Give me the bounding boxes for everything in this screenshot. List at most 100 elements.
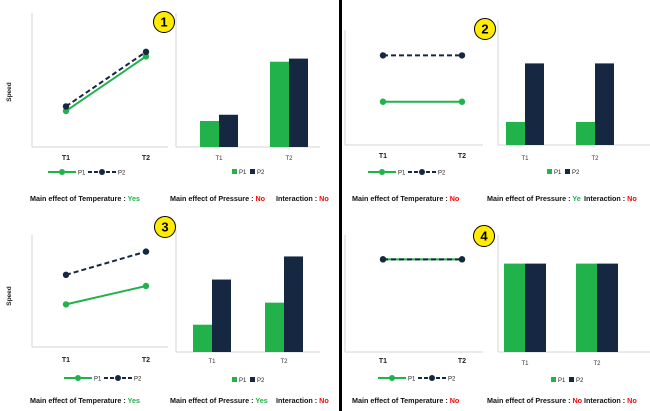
- panel-4-badge-number: 4: [480, 229, 488, 244]
- panel-3: Speed T1 T2 P1 P2 T1 T2 P1 P2 3: [6, 216, 320, 384]
- panel-4-caption-pressure: Main effect of Pressure : No: [487, 396, 583, 405]
- legend-marker-p1: [59, 169, 65, 175]
- line-point-p2-t1: [62, 271, 70, 278]
- line-point-p2-t1: [379, 256, 387, 263]
- bar-legend-swatch-p2: [569, 377, 574, 382]
- bar-legend-swatch-p2: [565, 169, 570, 174]
- bar-p2-t1: [525, 263, 546, 352]
- y-axis-label: Speed: [6, 82, 13, 102]
- line-series-p1: [65, 285, 147, 306]
- bar-legend-label-p1: P1: [554, 170, 562, 176]
- bar-p1-t1: [193, 324, 212, 352]
- bar-p2-t1: [525, 63, 544, 145]
- bar-p1-t2: [576, 263, 597, 352]
- bar-legend-swatch-p1: [232, 169, 237, 174]
- line-x-tick-t2: T2: [142, 155, 150, 162]
- line-point-p2-t1: [62, 103, 70, 110]
- bar-x-tick-t2: T2: [593, 361, 601, 367]
- bar-p1-t2: [265, 302, 284, 352]
- line-series-p2: [65, 51, 147, 108]
- bar-legend-swatch-p1: [551, 377, 556, 382]
- bar-p2-t1: [212, 279, 231, 352]
- panel-1-caption-pressure: Main effect of Pressure : No: [170, 194, 266, 203]
- panel-2-caption-interaction: Interaction : No: [584, 194, 637, 203]
- bar-p2-t2: [284, 256, 303, 352]
- line-point-p2-t2: [458, 52, 466, 59]
- bar-legend-swatch-p1: [547, 169, 552, 174]
- bar-x-tick-t1: T1: [215, 156, 223, 162]
- legend-marker-p1: [389, 375, 395, 381]
- legend-label-p2: P2: [438, 171, 446, 177]
- panel-4-badge: [473, 225, 495, 247]
- bar-legend-label-p1: P1: [239, 170, 247, 176]
- bar-p1-t1: [200, 121, 219, 147]
- legend-label-p2: P2: [448, 377, 456, 383]
- legend-label-p2: P2: [134, 377, 142, 383]
- legend-label-p1: P1: [94, 377, 102, 383]
- bar-legend-swatch-p2: [250, 377, 255, 382]
- panel-2: T1 T2 P1 P2 T1 T2 P1 P2 2: [344, 18, 650, 177]
- bar-legend-swatch-p2: [250, 169, 255, 174]
- legend-marker-p2: [419, 169, 425, 175]
- line-point-p1-t2: [142, 53, 150, 60]
- legend-marker-p1: [75, 375, 81, 381]
- panel-1-badge-number: 1: [160, 15, 167, 30]
- line-point-p2-t2: [142, 48, 150, 56]
- line-x-tick-t1: T1: [62, 357, 70, 364]
- bar-x-tick-t2: T2: [285, 156, 293, 162]
- panel-4: T1 T2 P1 P2 T1 T2 P1 P2 4: [344, 225, 650, 384]
- bar-x-tick-t1: T1: [521, 361, 529, 367]
- panel-4-caption-temperature: Main effect of Temperature : No: [352, 396, 460, 405]
- legend-marker-p2: [99, 169, 105, 175]
- panel-4-caption-interaction: Interaction : No: [584, 396, 637, 405]
- panel-1-caption-interaction: Interaction : No: [276, 194, 329, 203]
- line-point-p2-t2: [458, 256, 466, 263]
- legend-marker-p2: [429, 375, 435, 381]
- line-point-p1-t1: [379, 98, 387, 105]
- panel-2-caption-pressure: Main effect of Pressure : Ye: [487, 194, 581, 203]
- line-x-tick-t2: T2: [142, 357, 150, 364]
- bar-p1-t2: [270, 61, 289, 147]
- line-x-tick-t1: T1: [379, 153, 387, 160]
- panel-2-badge: [474, 18, 496, 40]
- bar-p1-t1: [504, 263, 525, 352]
- panel-2-caption-temperature: Main effect of Temperature : No: [352, 194, 460, 203]
- line-point-p2-t2: [142, 248, 150, 255]
- bar-legend-label-p2: P2: [576, 378, 584, 384]
- line-point-p2-t1: [379, 52, 387, 59]
- bar-legend-swatch-p1: [232, 377, 237, 382]
- legend-label-p1: P1: [398, 171, 406, 177]
- bar-p2-t2: [595, 63, 614, 145]
- panel-3-caption-interaction: Interaction : No: [276, 396, 329, 405]
- panel-3-caption-pressure: Main effect of Pressure : Yes: [170, 396, 268, 405]
- legend-label-p1: P1: [408, 377, 416, 383]
- bar-x-tick-t2: T2: [280, 359, 288, 365]
- bar-legend-label-p1: P1: [239, 378, 247, 384]
- bar-legend-label-p2: P2: [257, 170, 265, 176]
- panel-3-badge: [154, 216, 176, 238]
- panel-divider: [339, 0, 342, 411]
- legend-label-p2: P2: [118, 171, 126, 177]
- bar-p2-t2: [289, 58, 308, 147]
- line-point-p1-t2: [142, 282, 150, 290]
- bar-x-tick-t1: T1: [521, 156, 529, 162]
- line-point-p1-t1: [62, 301, 70, 308]
- bar-p2-t1: [219, 114, 238, 147]
- bar-legend-label-p1: P1: [558, 378, 566, 384]
- bar-x-tick-t1: T1: [208, 359, 216, 365]
- legend-label-p1: P1: [78, 171, 86, 177]
- line-x-tick-t2: T2: [458, 358, 466, 365]
- panel-3-badge-number: 3: [161, 220, 168, 235]
- line-series-p2: [65, 250, 147, 276]
- panel-1-badge: [153, 11, 175, 33]
- panel-2-badge-number: 2: [481, 22, 488, 37]
- bar-x-tick-t2: T2: [591, 156, 599, 162]
- legend-marker-p1: [379, 169, 385, 175]
- bar-legend-label-p2: P2: [257, 378, 265, 384]
- line-series-p1: [65, 55, 147, 112]
- bar-p1-t1: [506, 121, 525, 145]
- bar-legend-label-p2: P2: [572, 170, 580, 176]
- line-x-tick-t1: T1: [379, 358, 387, 365]
